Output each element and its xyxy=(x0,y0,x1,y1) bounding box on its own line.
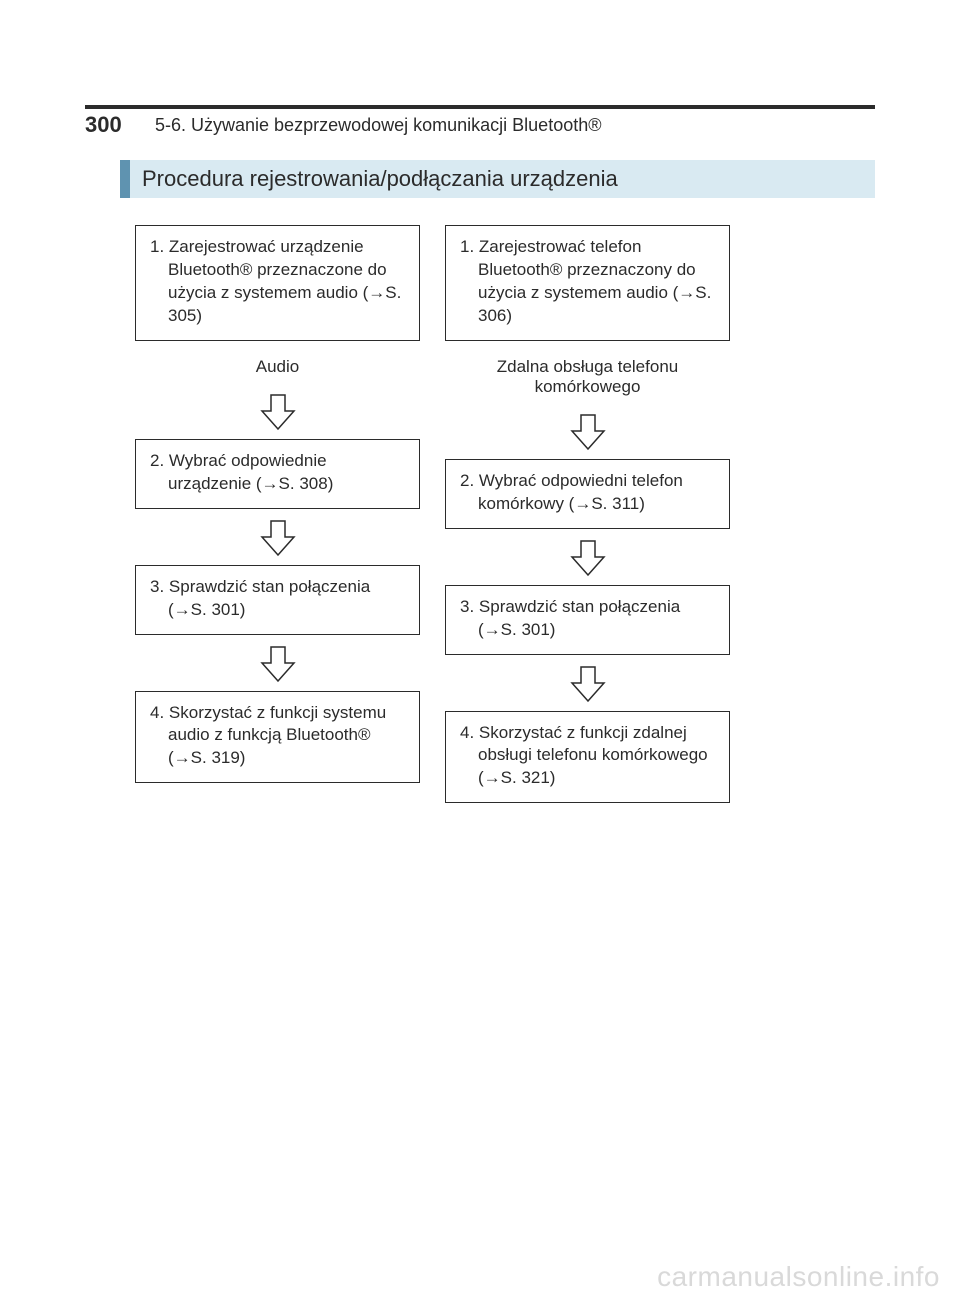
arrow-down-icon xyxy=(566,535,610,579)
flow-step-4-right: 4. Skorzystać z funkcji zdalnej obsługi … xyxy=(445,711,730,804)
arrow-down-icon xyxy=(256,389,300,433)
section-tab xyxy=(120,160,130,198)
flow-step-3-left: 3. Sprawdzić stan połączenia (→S. 301) xyxy=(135,565,420,635)
flow-step-1-right: 1. Zarejestrować telefon Bluetooth® prze… xyxy=(445,225,730,341)
flowchart: 1. Zarejestrować urządzenie Bluetooth® p… xyxy=(135,225,730,803)
flow-step-4-left: 4. Skorzystać z funkcji systemu audio z … xyxy=(135,691,420,784)
page-number: 300 xyxy=(85,112,122,138)
section-title: Procedura rejestrowania/podłączania urzą… xyxy=(142,166,618,192)
arrow-down-icon xyxy=(566,409,610,453)
flow-step-2-left: 2. Wybrać odpowiednie urządzenie (→S. 30… xyxy=(135,439,420,509)
flow-column-phone: 1. Zarejestrować telefon Bluetooth® prze… xyxy=(445,225,730,803)
page: 300 5-6. Używanie bezprzewodowej komunik… xyxy=(0,0,960,1313)
flow-label-right: Zdalna obsługa telefonu komórkowego xyxy=(445,357,730,397)
watermark: carmanualsonline.info xyxy=(657,1261,940,1293)
arrow-down-icon xyxy=(256,515,300,559)
arrow-down-icon xyxy=(566,661,610,705)
flow-step-1-left: 1. Zarejestrować urządzenie Bluetooth® p… xyxy=(135,225,420,341)
flow-step-3-right: 3. Sprawdzić stan połączenia (→S. 301) xyxy=(445,585,730,655)
chapter-title: 5-6. Używanie bezprzewodowej komunikacji… xyxy=(155,115,601,136)
section-heading-bar: Procedura rejestrowania/podłączania urzą… xyxy=(120,160,875,198)
arrow-down-icon xyxy=(256,641,300,685)
header-rule xyxy=(85,105,875,109)
flow-column-audio: 1. Zarejestrować urządzenie Bluetooth® p… xyxy=(135,225,420,803)
flow-step-2-right: 2. Wybrać odpowiedni telefon komórkowy (… xyxy=(445,459,730,529)
flow-label-left: Audio xyxy=(256,357,299,377)
